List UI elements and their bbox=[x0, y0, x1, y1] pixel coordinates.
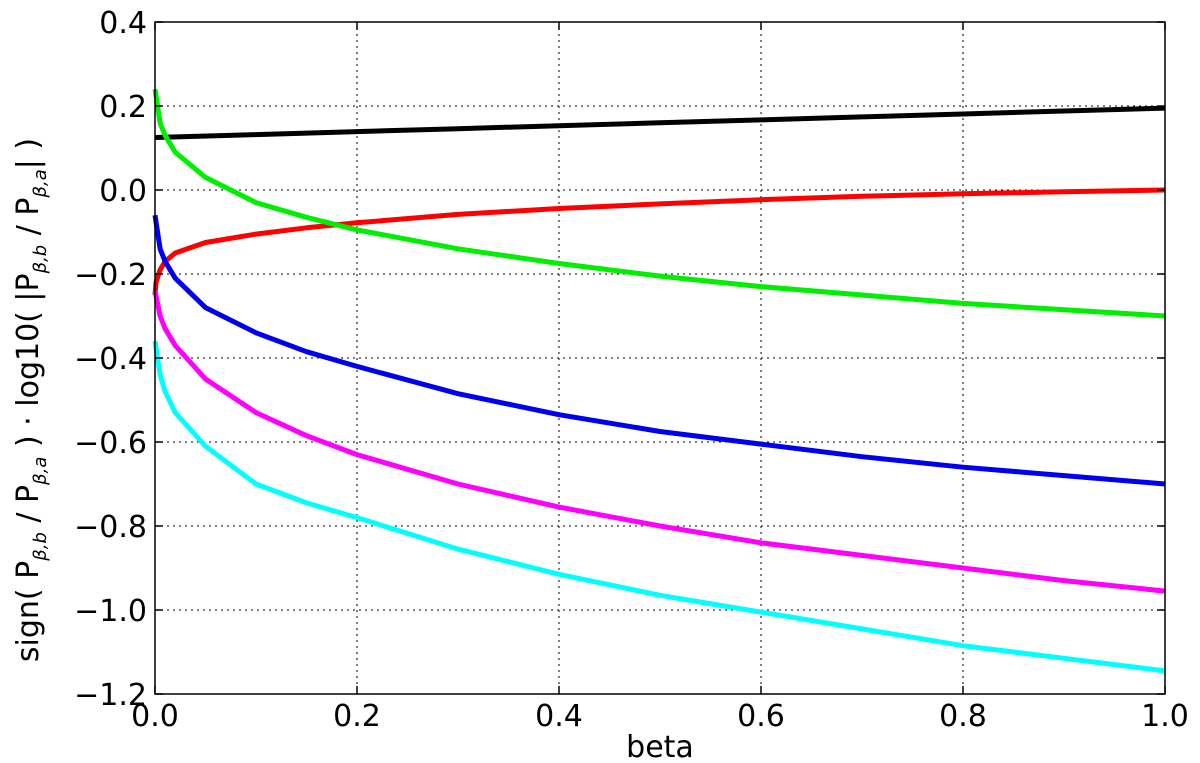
y-tick-label: −0.6 bbox=[74, 426, 147, 461]
series-lines bbox=[152, 88, 1166, 674]
series-line-3 bbox=[152, 88, 1166, 319]
y-tick-label: 0.4 bbox=[99, 6, 147, 41]
y-tick-labels: −1.2 −1.0 −0.8 −0.6 −0.4 −0.2 0.0 0.2 0.4 bbox=[74, 6, 147, 713]
y-axis-label-part: / P bbox=[11, 485, 46, 532]
y-axis-label-subscript: β,b bbox=[30, 532, 51, 562]
series-line-5 bbox=[152, 290, 1166, 594]
series-line-1 bbox=[154, 105, 1166, 140]
x-tick-label: 1.0 bbox=[1141, 699, 1189, 734]
y-tick-label: −1.0 bbox=[74, 594, 147, 629]
x-tick-label: 0.2 bbox=[333, 699, 381, 734]
y-tick-label: −0.4 bbox=[74, 342, 147, 377]
y-axis-label-part: / P bbox=[11, 197, 46, 244]
y-tick-label: 0.0 bbox=[99, 174, 147, 209]
y-tick-label: −0.8 bbox=[74, 510, 147, 545]
y-axis-label-part: ) · log10( |P bbox=[11, 273, 46, 456]
y-tick-label: 0.2 bbox=[99, 90, 147, 125]
y-axis-label-group: sign( Pβ,b / Pβ,a ) · log10( |Pβ,b / Pβ,… bbox=[11, 138, 51, 662]
x-tick-labels: 0.0 0.2 0.4 0.6 0.8 1.0 bbox=[131, 699, 1189, 734]
x-axis-label: beta bbox=[626, 730, 694, 763]
axis-ticks bbox=[154, 21, 1166, 695]
y-axis-label-subscript: β,a bbox=[30, 169, 51, 198]
x-tick-label: 0.4 bbox=[535, 699, 583, 734]
y-axis-label-part: | ) bbox=[11, 138, 46, 169]
series-line-6 bbox=[152, 340, 1166, 674]
x-tick-label: 0.8 bbox=[939, 699, 987, 734]
y-tick-label: −0.2 bbox=[74, 258, 147, 293]
series-line-2 bbox=[152, 187, 1166, 296]
x-tick-label: 0.0 bbox=[131, 699, 179, 734]
y-tick-label: −1.2 bbox=[74, 678, 147, 713]
y-axis-label-part: sign( P bbox=[11, 561, 46, 662]
y-axis-label-subscript: β,b bbox=[30, 245, 51, 275]
series-line-4 bbox=[152, 214, 1166, 487]
y-axis-label: sign( Pβ,b / Pβ,a ) · log10( |Pβ,b / Pβ,… bbox=[11, 138, 51, 662]
x-tick-label: 0.6 bbox=[737, 699, 785, 734]
y-axis-label-subscript: β,a bbox=[30, 457, 51, 486]
